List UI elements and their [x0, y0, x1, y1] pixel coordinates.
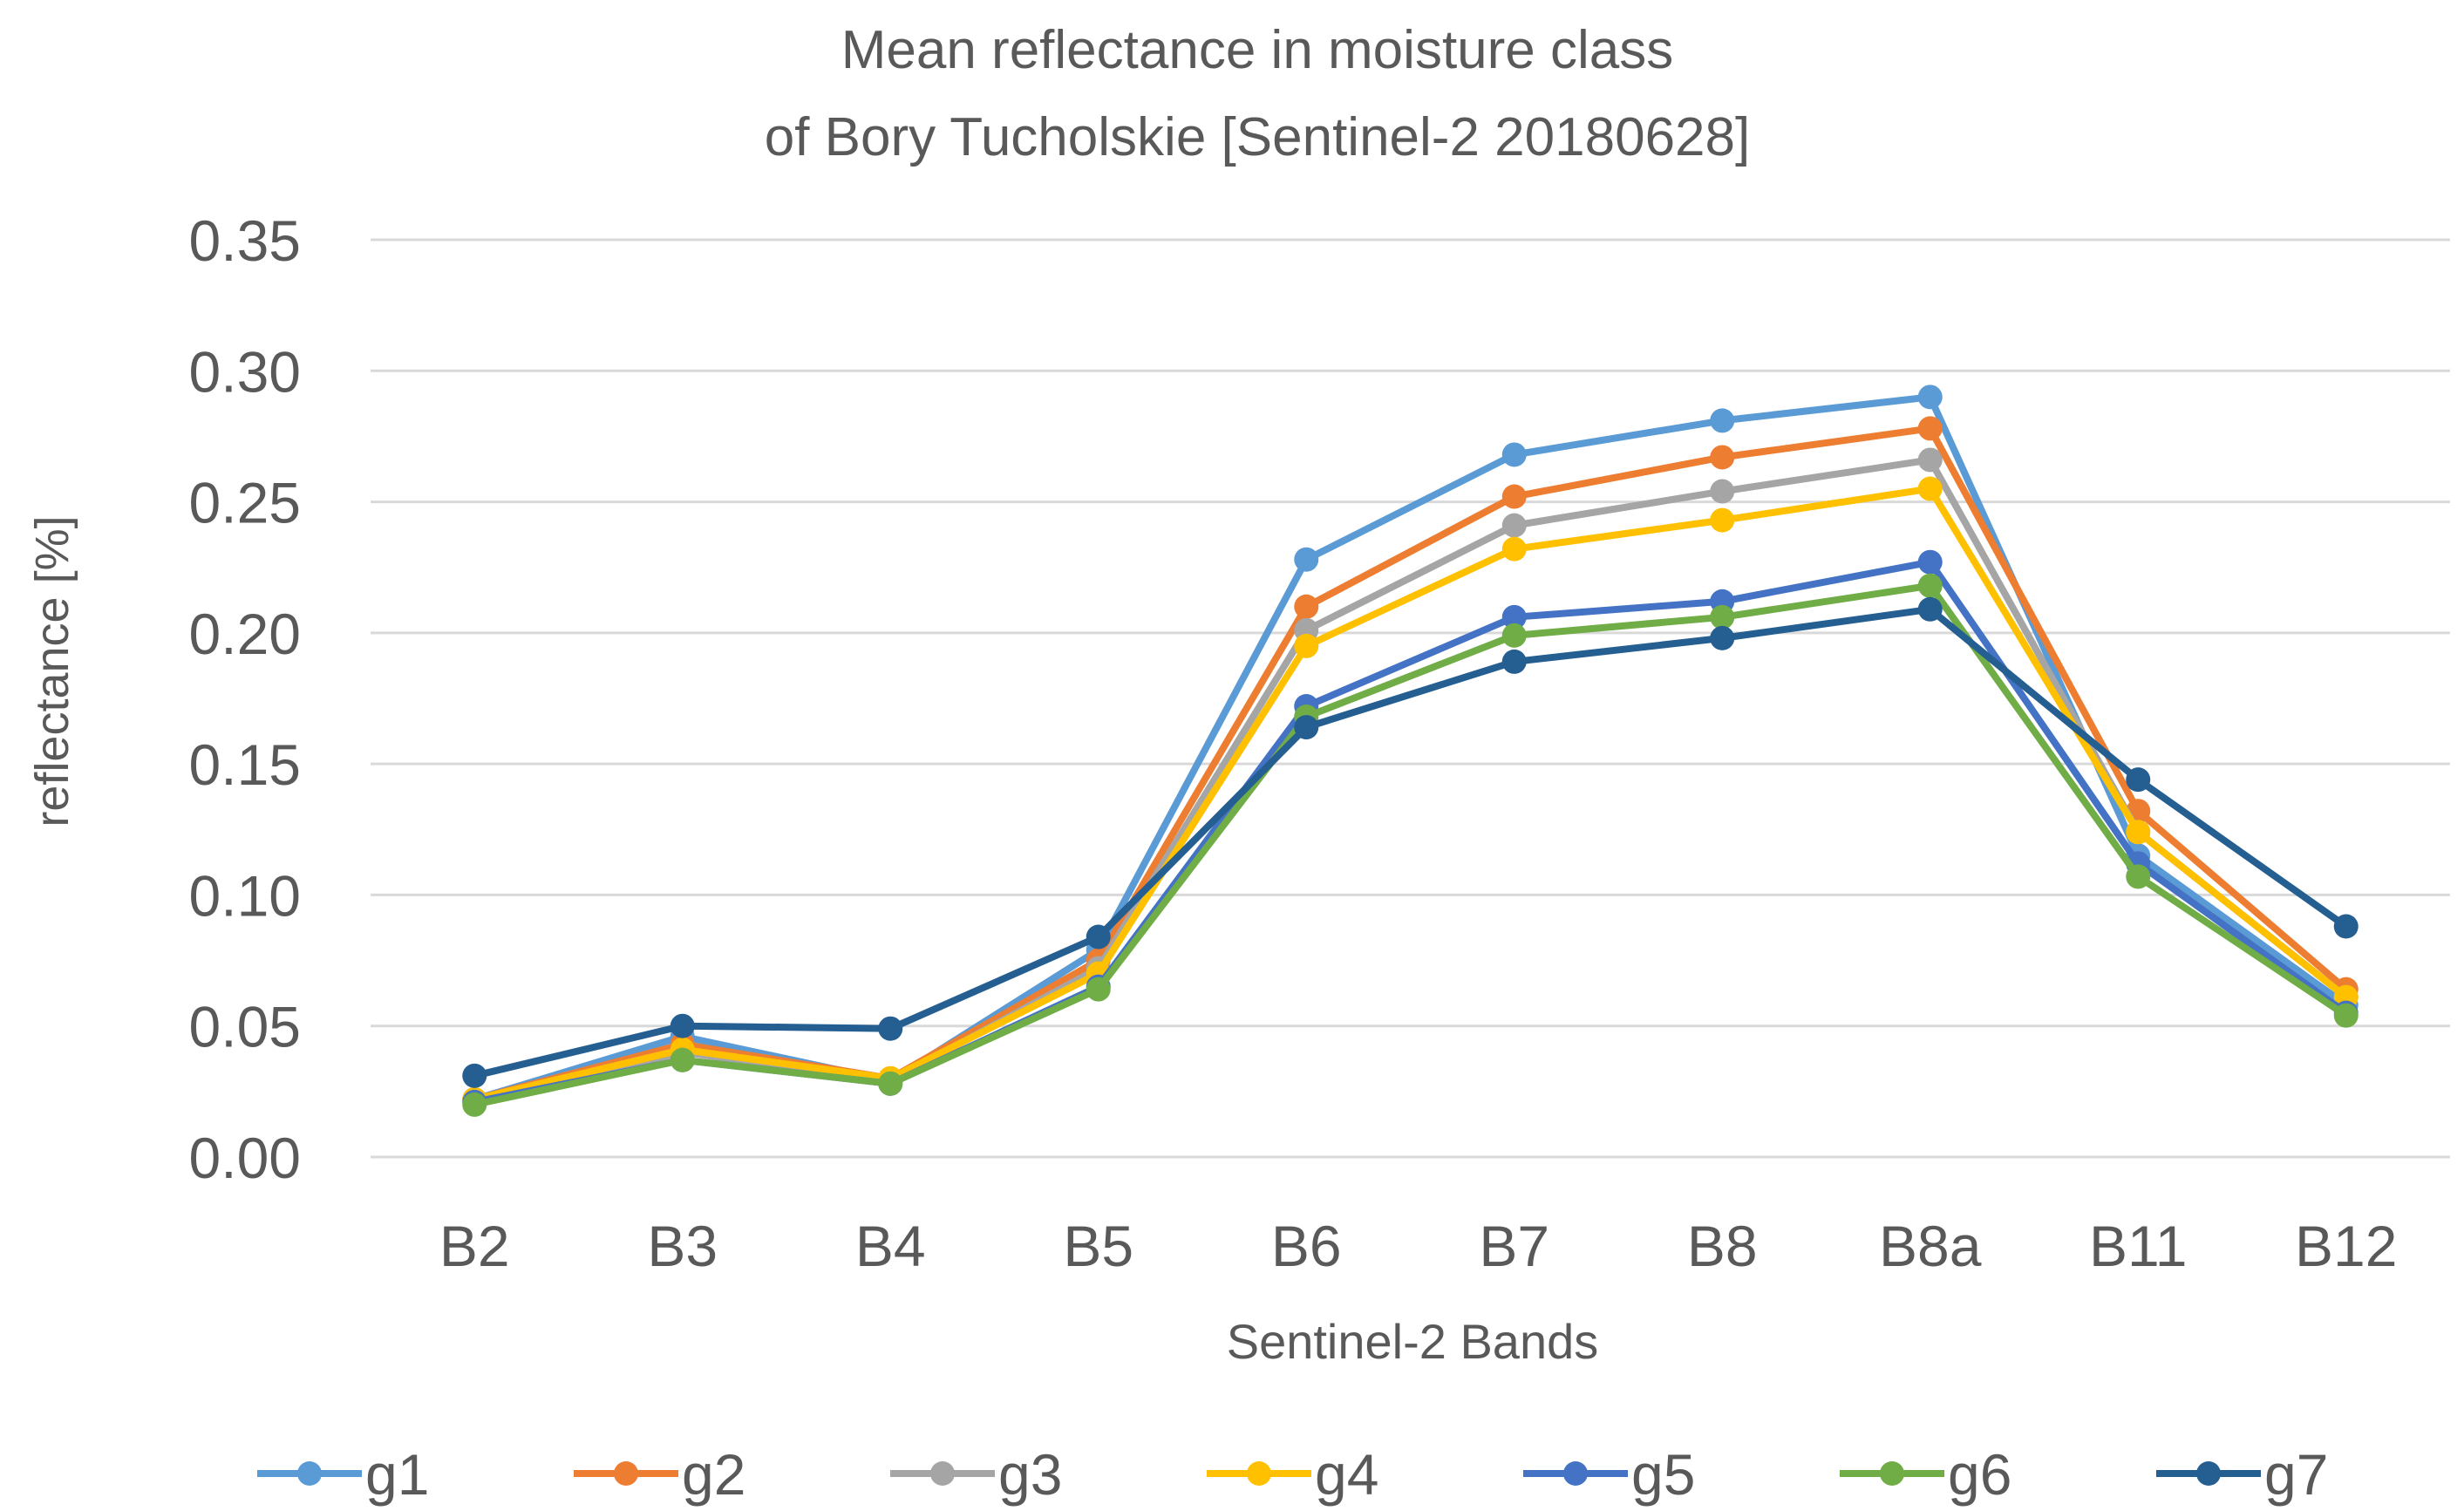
- legend-marker-g3: [930, 1461, 955, 1486]
- data-point-g6: [1501, 623, 1527, 648]
- data-point-g7: [2126, 767, 2151, 793]
- legend-label-g1: g1: [365, 1442, 429, 1507]
- x-tick-label: B8: [1687, 1214, 1758, 1278]
- legend-item-g4[interactable]: g4: [1207, 1442, 1378, 1507]
- y-tick-label: 0.20: [189, 602, 301, 666]
- y-tick-label: 0.35: [189, 208, 301, 273]
- x-tick-label: B7: [1479, 1214, 1549, 1278]
- legend-marker-g6: [1880, 1461, 1904, 1486]
- legend-label-g7: g7: [2264, 1442, 2328, 1507]
- legend-marker-g4: [1247, 1461, 1271, 1486]
- series-line-g6: [471, 582, 2350, 1108]
- data-point-g2: [1501, 484, 1527, 509]
- data-point-g5: [1917, 549, 1943, 575]
- data-point-g6: [670, 1047, 695, 1072]
- series-g7: [462, 596, 2358, 1088]
- data-point-g7: [670, 1013, 695, 1038]
- legend-marker-g7: [2196, 1461, 2221, 1486]
- data-point-g4: [1917, 476, 1943, 501]
- x-tick-label: B12: [2295, 1214, 2397, 1278]
- series-line-g5: [471, 558, 2350, 1106]
- data-point-g4: [1710, 507, 1735, 533]
- x-tick-label: B8a: [1879, 1214, 1982, 1278]
- legend-marker-g2: [614, 1461, 638, 1486]
- data-point-g7: [2333, 914, 2358, 939]
- data-point-g1: [1710, 408, 1735, 433]
- data-point-g2: [1917, 416, 1943, 441]
- data-point-g4: [1294, 633, 1319, 658]
- legend-item-g2[interactable]: g2: [574, 1442, 745, 1507]
- data-point-g6: [1086, 977, 1111, 1002]
- y-tick-label: 0.15: [189, 732, 301, 797]
- y-tick-label: 0.25: [189, 471, 301, 535]
- x-tick-label: B6: [1271, 1214, 1342, 1278]
- series-g1: [462, 385, 2358, 1112]
- legend-item-g5[interactable]: g5: [1523, 1442, 1695, 1507]
- x-tick-label: B3: [647, 1214, 718, 1278]
- chart-title-line-2: of Bory Tucholskie [Sentinel-2 20180628]: [765, 107, 1751, 167]
- legend-marker-g1: [297, 1461, 322, 1486]
- data-point-g7: [1294, 715, 1319, 740]
- x-tick-label: B4: [855, 1214, 926, 1278]
- series-g4: [462, 476, 2358, 1112]
- data-point-g7: [462, 1063, 487, 1088]
- x-tick-label: B11: [2089, 1214, 2188, 1278]
- data-point-g7: [1086, 924, 1111, 949]
- series-g6: [462, 573, 2358, 1117]
- data-point-g7: [1917, 596, 1943, 622]
- y-tick-label: 0.10: [189, 863, 301, 928]
- legend-item-g6[interactable]: g6: [1840, 1442, 2011, 1507]
- data-point-g3: [1501, 513, 1527, 538]
- x-axis-label: Sentinel-2 Bands: [1227, 1314, 1599, 1369]
- data-point-g6: [878, 1071, 903, 1096]
- series-line-g4: [471, 485, 2350, 1103]
- data-point-g7: [878, 1016, 903, 1041]
- x-axis-ticks: B2 B3 B4 B5 B6 B7 B8 B8a B11 B12: [439, 1214, 2398, 1278]
- data-point-g6: [462, 1092, 487, 1117]
- data-point-g4: [1501, 536, 1527, 562]
- data-point-g7: [1501, 649, 1527, 674]
- data-point-g1: [1501, 442, 1527, 467]
- legend-label-g5: g5: [1631, 1442, 1695, 1507]
- legend-marker-g5: [1563, 1461, 1588, 1486]
- data-point-g3: [1710, 479, 1735, 504]
- data-point-g6: [2333, 1003, 2358, 1028]
- legend-label-g2: g2: [682, 1442, 745, 1507]
- chart-title-line-1: Mean reflectance in moisture class: [841, 20, 1674, 80]
- data-point-g2: [1710, 445, 1735, 470]
- data-point-g7: [1710, 625, 1735, 650]
- legend-item-g7[interactable]: g7: [2156, 1442, 2328, 1507]
- y-tick-label: 0.05: [189, 995, 301, 1059]
- x-tick-label: B2: [439, 1214, 510, 1278]
- legend-label-g4: g4: [1315, 1442, 1378, 1507]
- y-tick-label: 0.00: [189, 1126, 301, 1190]
- legend-item-g1[interactable]: g1: [257, 1442, 429, 1507]
- data-point-g1: [1294, 547, 1319, 572]
- data-point-g3: [1917, 447, 1943, 473]
- y-axis-label: reflectance [%]: [26, 515, 78, 827]
- legend-label-g3: g3: [998, 1442, 1062, 1507]
- data-point-g6: [2126, 864, 2151, 889]
- legend: g1 g2 g3 g4 g5 g6 g7: [257, 1442, 2328, 1507]
- series-group: [462, 385, 2358, 1117]
- series-line-g7: [471, 605, 2350, 1079]
- data-point-g4: [2126, 820, 2151, 845]
- data-point-g2: [1294, 594, 1319, 619]
- data-point-g6: [1710, 604, 1735, 630]
- data-point-g6: [1917, 573, 1943, 598]
- data-point-g1: [1917, 385, 1943, 410]
- legend-item-g3[interactable]: g3: [890, 1442, 1062, 1507]
- x-tick-label: B5: [1063, 1214, 1133, 1278]
- y-tick-label: 0.30: [189, 339, 301, 404]
- y-axis-ticks: 0.00 0.05 0.10 0.15 0.20 0.25 0.30 0.35: [189, 208, 301, 1190]
- legend-label-g6: g6: [1948, 1442, 2011, 1507]
- data-point-g5: [1501, 604, 1527, 630]
- series-line-g3: [471, 456, 2350, 1106]
